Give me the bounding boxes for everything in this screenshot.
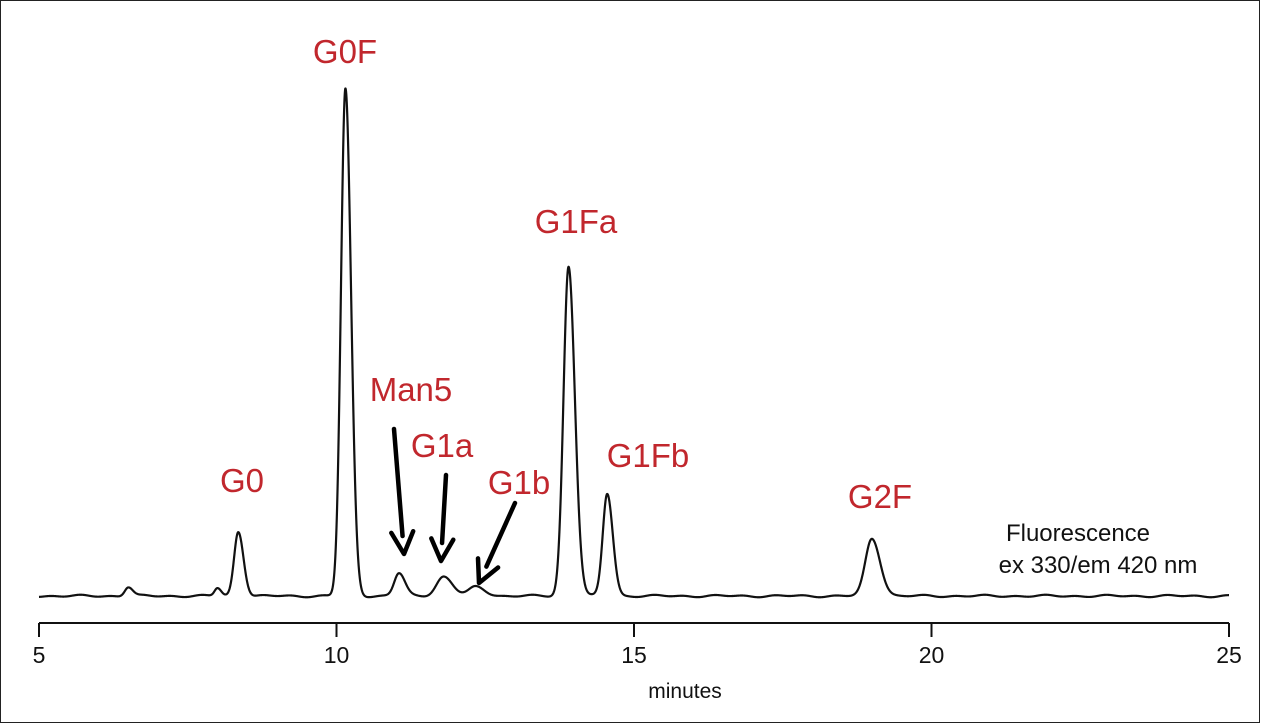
arrow-head-g1b	[475, 556, 501, 586]
x-axis-title: minutes	[648, 680, 722, 703]
x-tick-label-15: 15	[621, 642, 647, 668]
arrow-shaft-g1a	[439, 472, 449, 546]
detector-note-line-1: Fluorescence	[1006, 520, 1150, 547]
peak-label-man5: Man5	[370, 371, 453, 408]
trace-layer	[38, 87, 1230, 599]
chromatogram-trace	[38, 87, 1230, 599]
arrow-head-man5	[389, 528, 416, 557]
arrow-head-g1a	[429, 536, 456, 564]
peak-label-g1a: G1a	[411, 427, 474, 464]
x-tick-label-20: 20	[919, 642, 945, 668]
peak-label-g0: G0	[220, 462, 264, 499]
peak-label-g1fa: G1Fa	[535, 203, 618, 240]
x-axis: 5 10 15 20 25	[33, 622, 1242, 668]
peak-label-g1fb: G1Fb	[607, 437, 690, 474]
peak-label-g0f: G0F	[313, 33, 377, 70]
x-tick-label-5: 5	[33, 642, 46, 668]
x-tick-label-25: 25	[1216, 642, 1242, 668]
x-tick-label-10: 10	[324, 642, 350, 668]
peak-label-g2f: G2F	[848, 478, 912, 515]
annotation-layer: G0 G0F Man5 G1a G1b G1Fa G1Fb G2F	[220, 33, 912, 586]
arrow-shaft-g1b	[484, 500, 518, 569]
detector-note-line-2: ex 330/em 420 nm	[999, 552, 1198, 579]
arrow-shaft-man5	[391, 426, 405, 539]
peak-label-g1b: G1b	[488, 464, 550, 501]
